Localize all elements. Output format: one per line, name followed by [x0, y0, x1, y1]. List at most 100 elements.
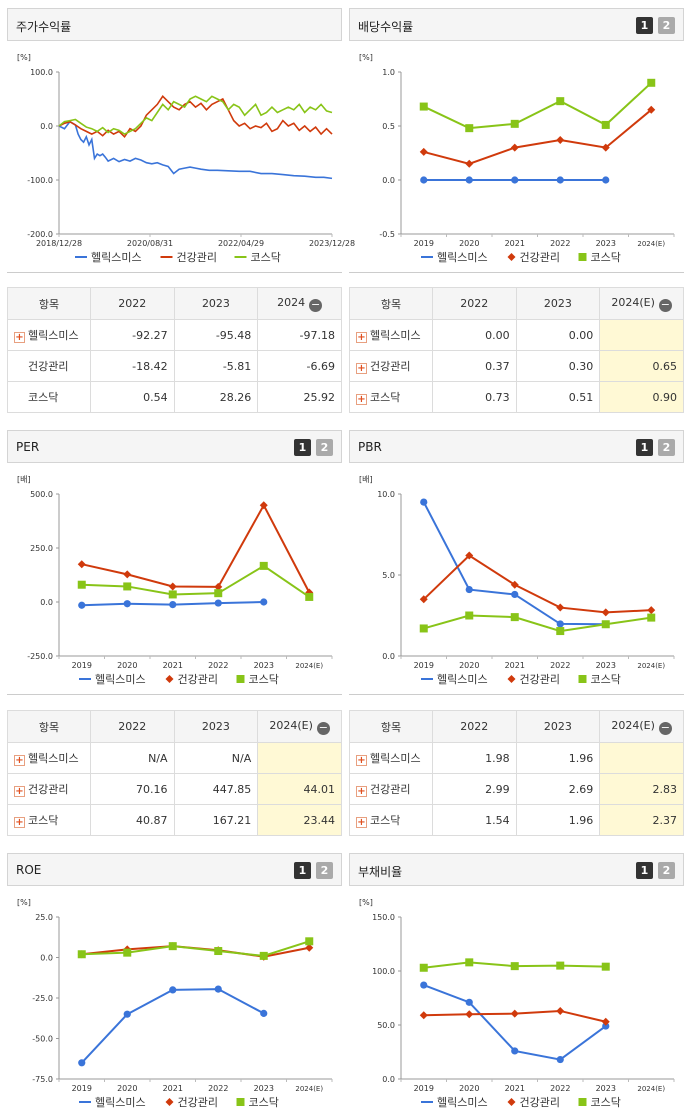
header-col-expand[interactable]: 2024(E) −	[599, 287, 684, 320]
data-point	[578, 1098, 587, 1106]
header-col-expand[interactable]: 2024(E) −	[599, 710, 684, 743]
cell: 0.37	[431, 350, 517, 382]
expand-plus-icon[interactable]: +	[14, 786, 25, 797]
row-name: 코스닥	[7, 381, 91, 413]
cell: 40.87	[89, 804, 175, 836]
data-point	[601, 962, 610, 971]
collapse-icon[interactable]: −	[658, 720, 672, 735]
data-point	[419, 147, 428, 156]
view-1-button[interactable]: 1	[636, 439, 653, 456]
view-2-button[interactable]: 2	[658, 439, 675, 456]
header-col-label: 2024(E)	[269, 718, 313, 732]
cell: 0.90	[599, 381, 684, 413]
x-tick-label: 2021	[163, 1084, 183, 1093]
expand-plus-icon[interactable]: +	[356, 394, 367, 405]
expand-plus-icon[interactable]: +	[356, 755, 367, 766]
row-name[interactable]: + 헬릭스미스	[7, 319, 91, 351]
table-row: + 코스닥 1.54 1.96 2.37	[349, 804, 684, 836]
legend-label: 건강관리	[520, 673, 560, 686]
header-col: 2022	[431, 710, 517, 743]
row-name[interactable]: + 코스닥	[349, 381, 433, 413]
data-point	[123, 1010, 131, 1018]
cell: 1.98	[431, 742, 517, 774]
data-point	[214, 599, 222, 607]
table-row: + 코스닥 40.87 167.21 23.44	[7, 804, 342, 836]
debt-ratio-chart: [%] 150.0 100.0 50.0 0.0 2019 2020 2021 2022 2023…	[359, 898, 675, 1109]
view-2-button[interactable]: 2	[316, 439, 333, 456]
row-name[interactable]: + 건강관리	[349, 773, 433, 805]
header-item: 항목	[349, 287, 433, 320]
panel-header: ROE 1 2	[7, 853, 342, 886]
header-col-expand[interactable]: 2024(E) −	[257, 710, 342, 743]
view-2-button[interactable]: 2	[316, 862, 333, 879]
header-col-label: 2024(E)	[611, 718, 655, 732]
x-tick-label: 2023/12/28	[309, 239, 355, 248]
panel-header: PBR 1 2	[349, 430, 684, 463]
header-col-expand[interactable]: 2024−	[257, 287, 342, 320]
row-name[interactable]: + 헬릭스미스	[349, 319, 433, 351]
data-point	[168, 590, 177, 599]
cell: 0.65	[599, 350, 684, 382]
cell: -6.69	[257, 350, 342, 382]
header-col: 2022	[431, 287, 517, 320]
series-line	[81, 564, 310, 598]
expand-plus-icon[interactable]: +	[356, 332, 367, 343]
data-point	[465, 551, 474, 560]
y-tick-label: 0.5	[382, 122, 395, 131]
pbr-panel: PBR 1 2 [배] 10.0 5.0 0.0 2019 2020 2021 2022 202…	[349, 430, 684, 695]
row-name[interactable]: + 건강관리	[349, 350, 433, 382]
data-point	[123, 570, 132, 579]
data-point	[259, 501, 268, 510]
y-tick-label: 0.0	[40, 598, 53, 607]
row-name[interactable]: + 헬릭스미스	[349, 742, 433, 774]
view-1-button[interactable]: 1	[294, 862, 311, 879]
header-col: 2022	[89, 710, 175, 743]
cell: 2.69	[515, 773, 601, 805]
data-point	[510, 580, 519, 589]
row-name[interactable]: + 헬릭스미스	[7, 742, 91, 774]
view-1-button[interactable]: 1	[636, 862, 653, 879]
row-name[interactable]: + 코스닥	[7, 804, 91, 836]
collapse-icon[interactable]: −	[309, 297, 323, 312]
x-tick-label: 2024(E)	[637, 662, 665, 670]
data-point	[601, 143, 610, 152]
row-name: 건강관리	[7, 350, 91, 382]
x-tick-label: 2021	[505, 239, 525, 248]
view-1-button[interactable]: 1	[294, 439, 311, 456]
collapse-icon[interactable]: −	[658, 297, 672, 312]
header-col-label: 2024(E)	[611, 295, 655, 309]
panel-header: 부채비율 1 2	[349, 853, 684, 886]
cell: -95.48	[173, 319, 259, 351]
header-col-label: 2024	[277, 295, 306, 309]
expand-plus-icon[interactable]: +	[356, 363, 367, 374]
data-point	[419, 963, 428, 972]
data-point	[556, 620, 564, 628]
collapse-icon[interactable]: −	[316, 720, 330, 735]
data-point	[123, 948, 132, 957]
data-point	[77, 560, 86, 569]
expand-plus-icon[interactable]: +	[14, 755, 25, 766]
view-1-button[interactable]: 1	[636, 17, 653, 34]
expand-plus-icon[interactable]: +	[14, 332, 25, 343]
legend-label: 헬릭스미스	[95, 673, 146, 686]
x-tick-label: 2020	[117, 661, 137, 670]
cell	[599, 742, 684, 774]
x-tick-label: 2020	[117, 1084, 137, 1093]
expand-plus-icon[interactable]: +	[356, 817, 367, 828]
data-point	[419, 102, 428, 111]
y-unit-label: [%]	[359, 53, 373, 62]
view-2-button[interactable]: 2	[658, 17, 675, 34]
expand-plus-icon[interactable]: +	[14, 817, 25, 828]
x-tick-label: 2019	[72, 1084, 92, 1093]
x-tick-label: 2023	[596, 239, 616, 248]
data-point	[647, 613, 656, 622]
legend-label: 건강관리	[178, 1096, 218, 1109]
table-row: + 헬릭스미스 1.98 1.96	[349, 742, 684, 774]
expand-plus-icon[interactable]: +	[356, 786, 367, 797]
legend-label: 헬릭스미스	[91, 251, 142, 264]
data-point	[260, 1009, 268, 1017]
view-2-button[interactable]: 2	[658, 862, 675, 879]
row-name[interactable]: + 건강관리	[7, 773, 91, 805]
y-tick-label: -75.0	[32, 1075, 53, 1084]
row-name[interactable]: + 코스닥	[349, 804, 433, 836]
